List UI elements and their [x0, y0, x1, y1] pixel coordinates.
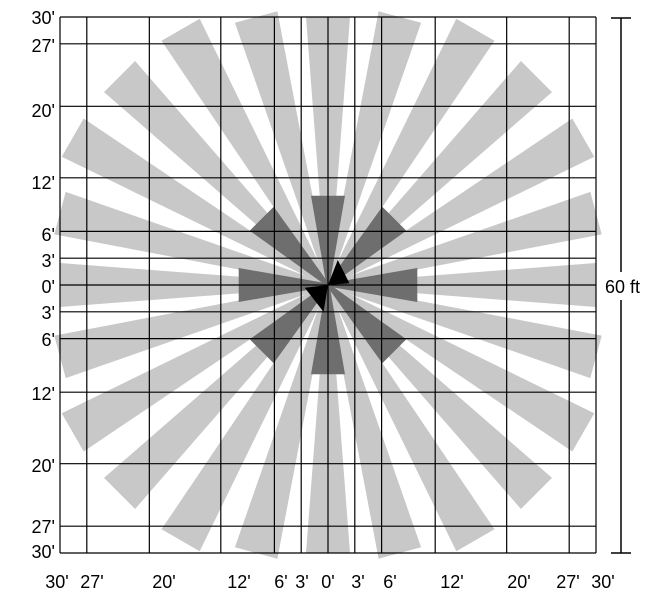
long-range-beam: [234, 284, 330, 559]
long-range-beam: [326, 18, 495, 286]
long-range-beam: [327, 283, 595, 452]
y-tick-label: 20': [32, 101, 55, 121]
long-range-beam: [326, 284, 422, 559]
long-range-beam: [327, 191, 602, 287]
mid-range-beam: [249, 283, 330, 364]
x-tick-label: 20': [152, 572, 175, 592]
y-tick-label: 0': [42, 277, 55, 297]
dimension-label: 60 ft: [605, 277, 640, 297]
x-tick-label: 3': [351, 572, 364, 592]
x-axis-labels: 30' 27' 20' 12' 6' 3' 0' 3' 6' 12' 20' 2…: [45, 572, 614, 592]
x-tick-label: 30': [591, 572, 614, 592]
mid-range-beam: [249, 206, 330, 287]
y-tick-label: 20': [32, 456, 55, 476]
x-tick-label: 12': [440, 572, 463, 592]
long-range-beam: [161, 284, 330, 552]
near-center-beams: [304, 260, 350, 312]
x-tick-label: 6': [274, 572, 287, 592]
long-range-beam: [161, 18, 330, 286]
y-tick-label: 6': [42, 330, 55, 350]
y-tick-label: 3': [42, 251, 55, 271]
mid-range-beam: [326, 206, 407, 287]
x-tick-label: 0': [321, 572, 334, 592]
y-tick-label: 3': [42, 303, 55, 323]
x-tick-label: 12': [227, 572, 250, 592]
y-tick-label: 6': [42, 225, 55, 245]
long-range-beam: [61, 283, 329, 452]
x-tick-label: 3': [295, 572, 308, 592]
x-tick-label: 6': [383, 572, 396, 592]
near-center-wedge: [304, 285, 328, 312]
x-tick-label: 20': [507, 572, 530, 592]
long-range-beam: [54, 283, 329, 379]
long-range-beam: [234, 11, 330, 286]
x-tick-label: 30': [45, 572, 68, 592]
long-range-beams: [54, 11, 602, 559]
y-tick-label: 27': [32, 517, 55, 537]
dimension-label-background: [603, 272, 665, 300]
mid-range-beam: [326, 283, 407, 364]
y-tick-label: 30': [32, 8, 55, 28]
x-tick-label: 27': [80, 572, 103, 592]
long-range-beam: [54, 191, 329, 287]
long-range-beam: [326, 284, 495, 552]
near-center-wedge: [328, 260, 350, 285]
y-tick-label: 12': [32, 173, 55, 193]
y-tick-label: 30': [32, 542, 55, 562]
long-range-beam: [326, 11, 422, 286]
long-range-beam: [327, 283, 602, 379]
y-axis-labels: 30' 27' 20' 12' 6' 3' 0' 3' 6' 12' 20' 2…: [32, 8, 55, 562]
long-range-beam: [327, 118, 595, 287]
dimension-marker: 60 ft: [603, 17, 665, 554]
grid-lines: [59, 16, 597, 554]
y-tick-label: 27': [32, 36, 55, 56]
long-range-beam: [61, 118, 329, 287]
x-tick-label: 27': [556, 572, 579, 592]
y-tick-label: 12': [32, 384, 55, 404]
